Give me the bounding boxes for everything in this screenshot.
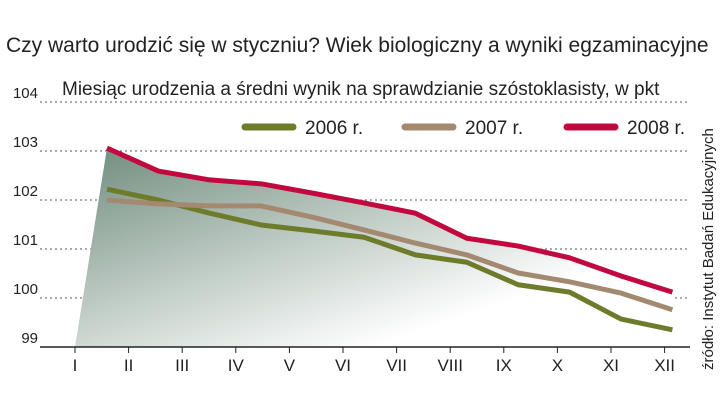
series-line (105, 145, 674, 295)
x-tick-label: IX (496, 356, 512, 375)
chart-title: Czy warto urodzić się w styczniu? Wiek b… (6, 34, 709, 57)
series-line (106, 186, 673, 333)
source: źródło: Instytut Badań Edukacyjnych (700, 128, 717, 370)
legend-label: 2007 r. (465, 118, 523, 139)
x-tick-label: IV (228, 356, 245, 375)
y-tick-label: 100 (13, 281, 38, 298)
chart-subtitle: Miesiąc urodzenia a średni wynik na spra… (62, 79, 660, 100)
x-tick-label: VIII (437, 356, 463, 375)
y-tick-label: 102 (13, 183, 38, 200)
series-line (106, 197, 674, 313)
x-tick-label: II (124, 356, 133, 375)
x-tick-label: I (73, 356, 78, 375)
legend-label: 2008 r. (627, 118, 685, 139)
y-tick-label: 104 (13, 85, 38, 102)
legend-label: 2006 r. (305, 118, 363, 139)
y-tick-label: 103 (13, 134, 38, 151)
x-tick-label: XII (654, 356, 675, 375)
y-tick-label: 101 (13, 232, 38, 249)
y-tick-label: 99 (21, 330, 38, 347)
x-tick-label: VI (335, 356, 351, 375)
x-tick-label: VII (386, 356, 407, 375)
x-tick-label: XI (603, 356, 619, 375)
x-tick-label: III (175, 356, 189, 375)
x-tick-label: V (284, 356, 296, 375)
area-shade (75, 148, 673, 347)
x-tick-label: X (552, 356, 563, 375)
